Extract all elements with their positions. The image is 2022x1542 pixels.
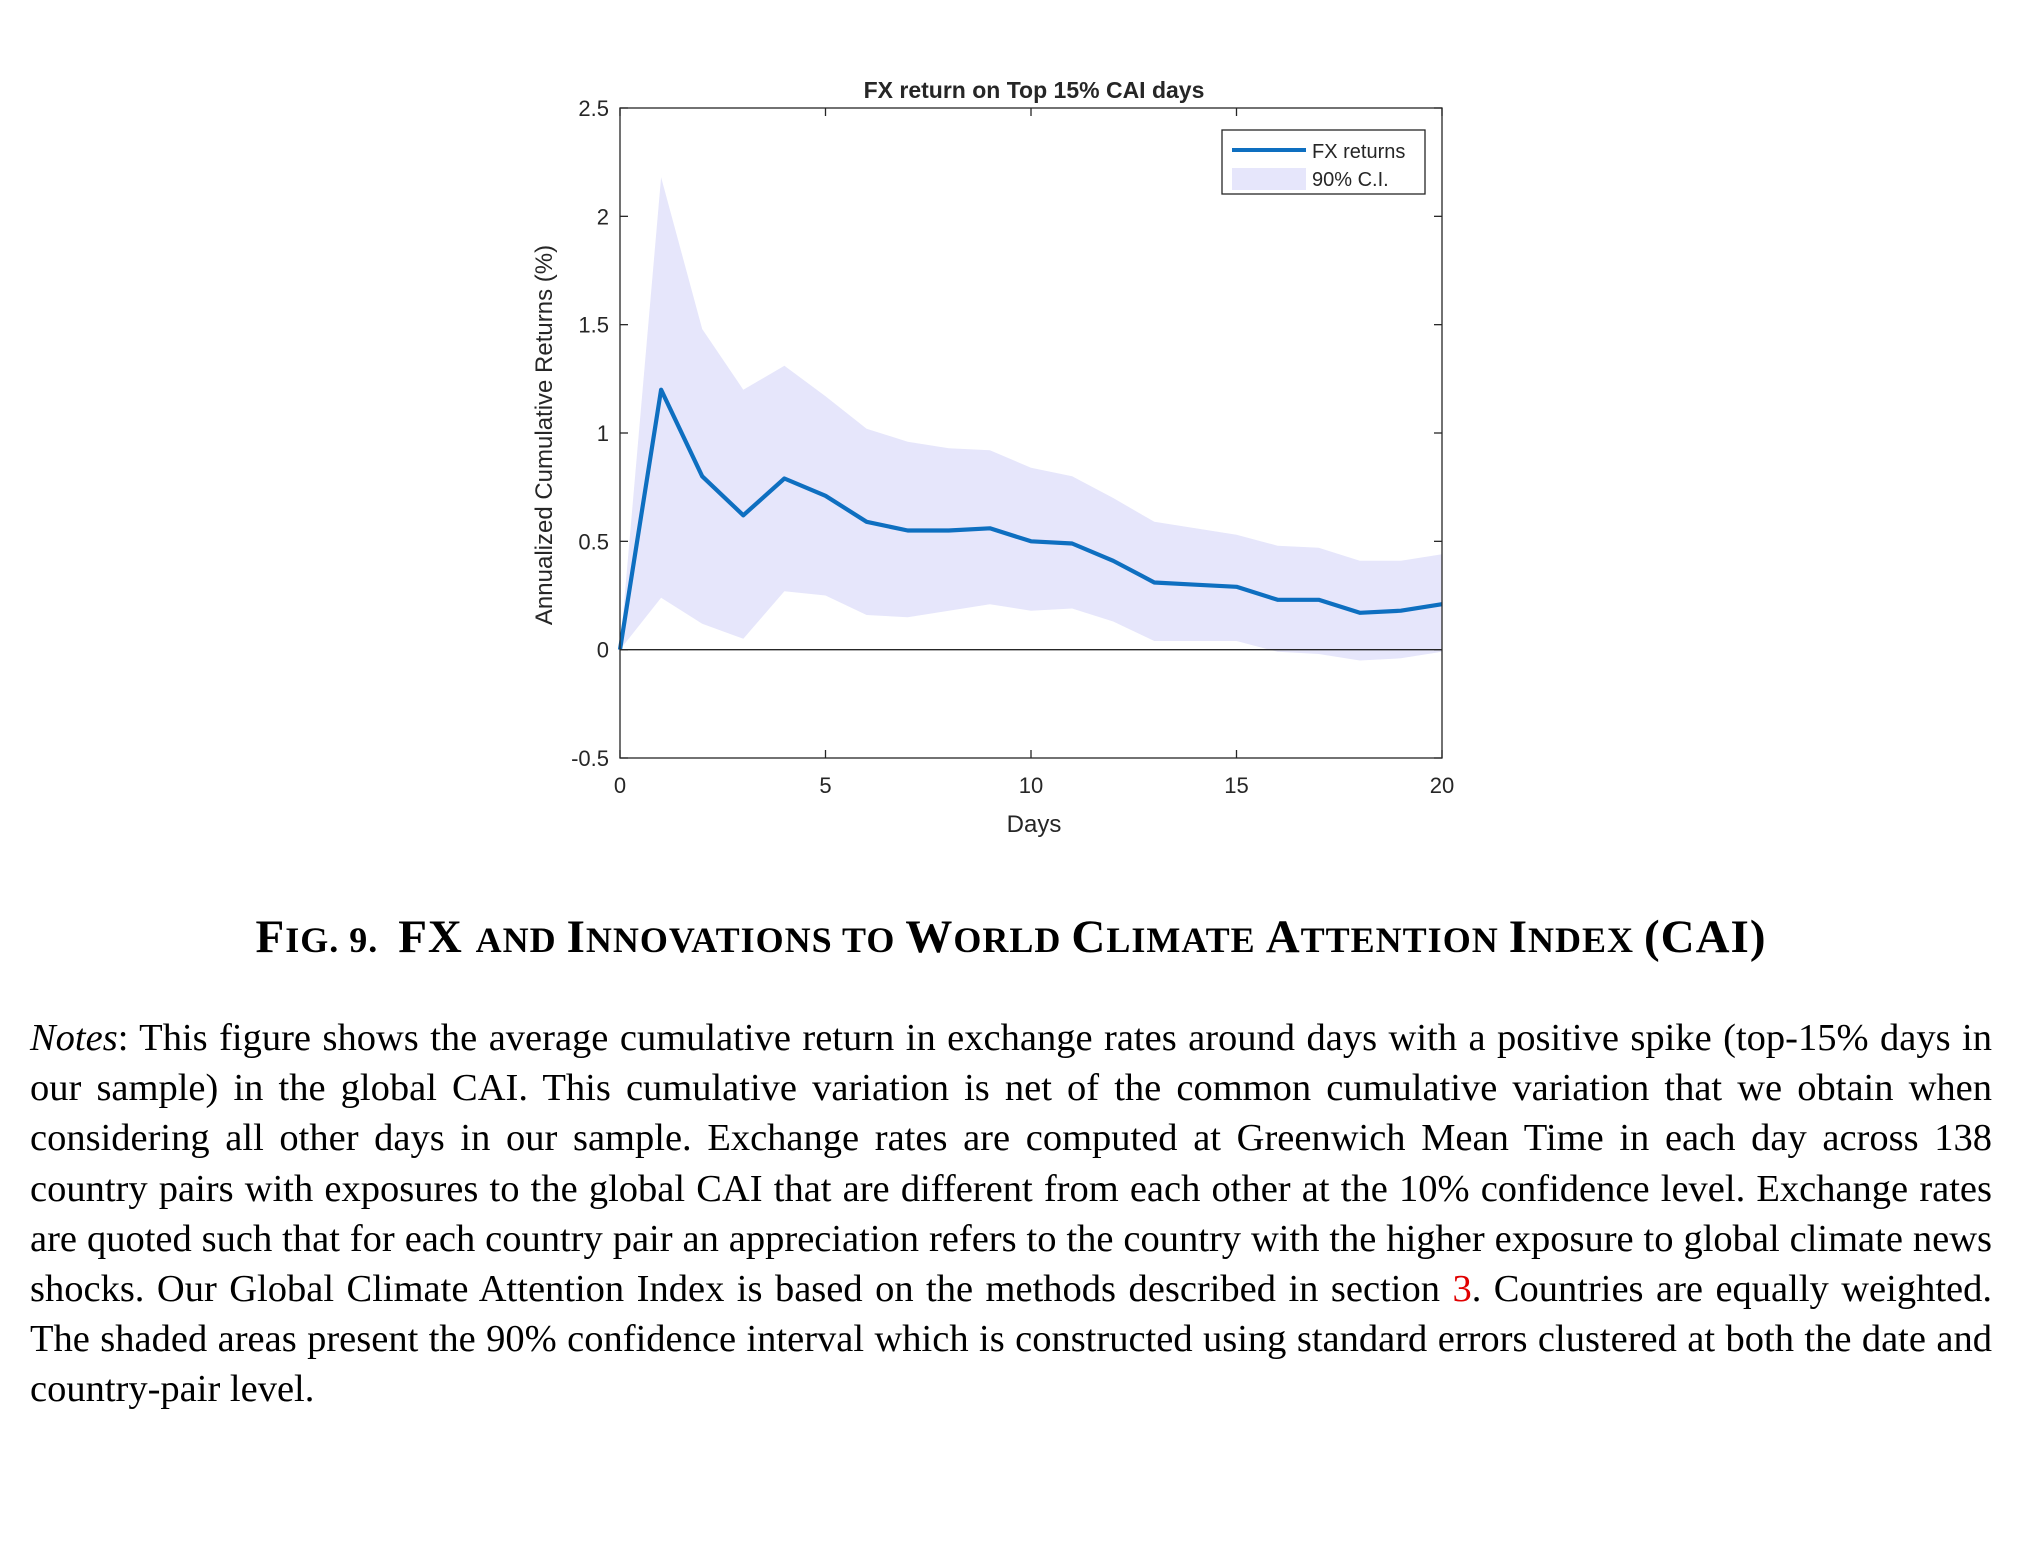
confidence-band (620, 177, 1442, 661)
y-tick-label: 1 (597, 421, 609, 446)
notes-label: Notes (30, 1017, 118, 1059)
x-tick-label: 5 (819, 773, 831, 798)
notes-text-before: : This figure shows the average cumulati… (30, 1017, 1992, 1311)
caption-title-part: LIMATE (1106, 920, 1266, 960)
figure-caption-title: FIG. 9. FX AND INNOVATIONS TO WORLD CLIM… (0, 910, 2022, 964)
caption-title-part: I (1508, 911, 1528, 963)
chart-title: FX return on Top 15% CAI days (864, 77, 1205, 103)
figure-notes: Notes: This figure shows the average cum… (30, 1013, 1992, 1415)
caption-title-part: FX (398, 911, 476, 963)
caption-title-part: A (1265, 911, 1301, 963)
caption-title-part: (CAI) (1644, 911, 1767, 963)
caption-title-part: NNOVATIONS TO (585, 920, 906, 960)
legend-box (1221, 129, 1426, 195)
series-line-layer (617, 387, 1443, 651)
legend-band-swatch (1232, 168, 1306, 190)
caption-title-part: IG. 9. (285, 920, 399, 960)
y-tick-label: 2 (597, 204, 609, 229)
caption-title-part: TTENTION (1300, 920, 1509, 960)
y-tick-label: 0 (597, 638, 609, 663)
legend: FX returns 90% C.I. (1221, 129, 1426, 195)
caption-title-part: F (255, 911, 286, 963)
y-axis-label: Annualized Cumulative Returns (%) (531, 245, 558, 625)
caption-title-part: I (566, 911, 586, 963)
y-tick-label: 0.5 (578, 529, 609, 554)
caption-title-part: AND (475, 920, 567, 960)
caption-title-part: W (905, 911, 954, 963)
caption-title-part: NDEX (1528, 920, 1645, 960)
y-tick-label: 1.5 (578, 313, 609, 338)
chart: 0 5 10 15 20-0.500.511.522.5 FX return on To… (531, 77, 1454, 838)
tick-layer: 0 5 10 15 20-0.500.511.522.5 (571, 96, 1454, 798)
legend-label-fx-returns: FX returns (1312, 141, 1405, 163)
x-tick-label: 15 (1224, 773, 1248, 798)
x-axis-label: Days (1007, 811, 1062, 838)
section-reference-link[interactable]: 3 (1452, 1268, 1472, 1311)
y-tick-label: -0.5 (571, 746, 609, 771)
y-tick-label: 2.5 (578, 96, 609, 121)
x-tick-label: 10 (1019, 773, 1043, 798)
x-tick-label: 20 (1430, 773, 1454, 798)
notes-text-after: . Countries are equally weighted. The sh… (30, 1268, 1993, 1411)
x-tick-label: 0 (614, 773, 626, 798)
confidence-band-layer (620, 177, 1442, 661)
caption-title-part: C (1071, 911, 1107, 963)
legend-label-ci: 90% C.I. (1312, 169, 1389, 191)
caption-title-part: ORLD (953, 920, 1072, 960)
